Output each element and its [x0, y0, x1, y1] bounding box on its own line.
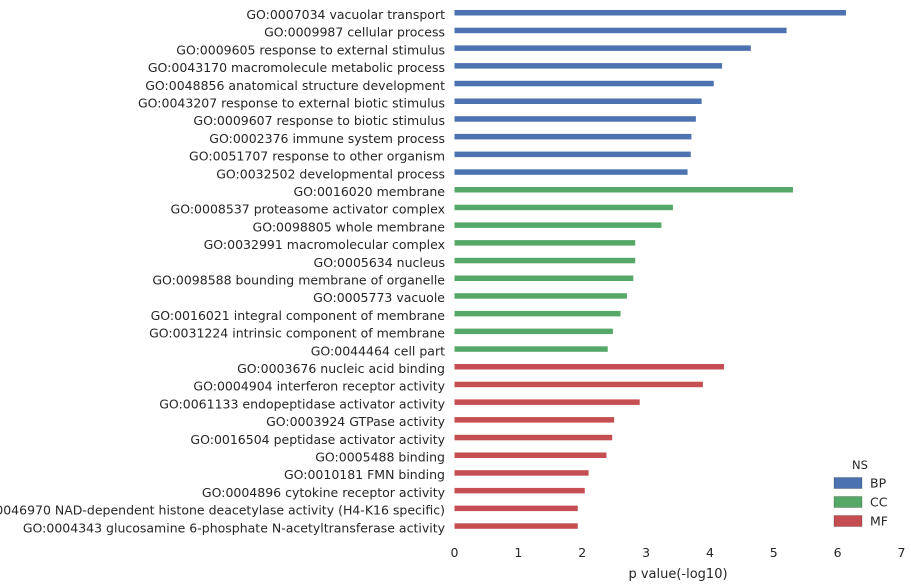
- legend-swatch-mf: [833, 515, 863, 527]
- bar-mf-27: [454, 487, 585, 494]
- category-label: GO:0007034 vacuolar transport: [246, 7, 445, 22]
- category-label: GO:0046970 NAD-dependent histone deacety…: [0, 503, 445, 518]
- bar-cc-16: [454, 293, 627, 299]
- bar-bp-7: [454, 133, 692, 140]
- category-label: GO:0005488 binding: [315, 450, 445, 465]
- bar-cc-11: [454, 204, 673, 211]
- bar-mf-28: [454, 505, 578, 512]
- bar-bp-6: [454, 116, 696, 122]
- category-label: GO:0016021 integral component of membran…: [151, 308, 446, 323]
- category-label: GO:0032502 developmental process: [216, 166, 445, 181]
- bar-bp-1: [454, 27, 787, 34]
- legend-swatch-bp: [833, 477, 863, 489]
- x-tick-label: 5: [770, 545, 778, 560]
- x-axis-label: p value(-log10): [628, 567, 727, 582]
- category-label: GO:0032991 macromolecular complex: [204, 237, 445, 252]
- bar-mf-21: [454, 381, 703, 388]
- bars-group: [454, 10, 846, 529]
- legend-title: NS: [852, 458, 868, 472]
- bar-mf-26: [454, 470, 589, 476]
- category-label: GO:0003924 GTPase activity: [266, 414, 446, 429]
- bar-bp-4: [454, 80, 714, 87]
- legend-label-cc: CC: [870, 495, 888, 510]
- bar-cc-13: [454, 240, 636, 246]
- x-tick-label: 4: [706, 545, 714, 560]
- category-label: GO:0051707 response to other organism: [189, 149, 445, 164]
- bar-bp-8: [454, 151, 691, 158]
- category-label: GO:0009987 cellular process: [264, 25, 445, 40]
- bar-mf-23: [454, 417, 615, 423]
- bar-bp-3: [454, 63, 723, 69]
- category-label: GO:0005634 nucleus: [314, 255, 445, 270]
- category-label: GO:0005773 vacuole: [313, 290, 445, 305]
- x-tick-label: 7: [898, 545, 906, 560]
- legend-swatch-cc: [833, 496, 863, 508]
- bar-bp-2: [454, 45, 751, 51]
- plot-area: GO:0007034 vacuolar transport GO:0009987 …: [0, 7, 905, 560]
- bar-cc-18: [454, 328, 613, 335]
- bar-mf-24: [454, 434, 613, 441]
- bar-cc-10: [454, 187, 793, 193]
- category-label: GO:0003676 nucleic acid binding: [237, 361, 445, 376]
- category-labels: GO:0007034 vacuolar transport GO:0009987 …: [0, 7, 446, 535]
- category-label: GO:0031224 intrinsic component of membra…: [149, 326, 445, 341]
- legend: NS BP CC MF: [833, 458, 888, 529]
- category-label: GO:0009605 response to external stimulus: [176, 42, 445, 57]
- x-tick-label: 3: [642, 545, 650, 560]
- bar-bp-5: [454, 98, 702, 104]
- category-label: GO:0044464 cell part: [311, 343, 445, 358]
- x-tick-label: 6: [834, 545, 842, 560]
- category-label: GO:0004343 glucosamine 6-phosphate N-ace…: [23, 520, 446, 535]
- category-label: GO:0098805 whole membrane: [253, 219, 446, 234]
- category-label: GO:0009607 response to biotic stimulus: [193, 113, 445, 128]
- category-label: GO:0061133 endopeptidase activator activ…: [159, 396, 445, 411]
- category-label: GO:0043207 response to external biotic s…: [138, 96, 445, 111]
- legend-label-bp: BP: [870, 476, 887, 491]
- bar-mf-25: [454, 452, 607, 458]
- bar-cc-12: [454, 222, 662, 228]
- category-label: GO:0002376 immune system process: [209, 131, 445, 146]
- legend-label-mf: MF: [870, 514, 888, 529]
- bar-cc-17: [454, 310, 621, 317]
- category-label: GO:0016020 membrane: [293, 184, 445, 199]
- x-tick-labels: 0 1 2 3 4 5 6 7: [451, 545, 906, 560]
- category-label: GO:0004896 cytokine receptor activity: [202, 485, 446, 500]
- bar-cc-14: [454, 257, 636, 264]
- bar-mf-29: [454, 523, 578, 529]
- x-tick-label: 2: [578, 545, 586, 560]
- bar-bp-9: [454, 169, 688, 175]
- category-label: GO:0043170 macromolecule metabolic proce…: [148, 60, 445, 75]
- bar-cc-19: [454, 346, 608, 352]
- category-label: GO:0098588 bounding membrane of organell…: [152, 273, 445, 288]
- x-tick-label: 0: [451, 545, 459, 560]
- category-label: GO:0008537 proteasome activator complex: [171, 202, 445, 217]
- x-tick-label: 1: [514, 545, 522, 560]
- category-label: GO:0004904 interferon receptor activity: [193, 379, 445, 394]
- bar-mf-20: [454, 364, 724, 370]
- bar-mf-22: [454, 399, 640, 405]
- bar-cc-15: [454, 275, 634, 281]
- category-label: GO:0010181 FMN binding: [284, 467, 445, 482]
- category-label: GO:0016504 peptidase activator activity: [190, 432, 445, 447]
- bar-bp-0: [454, 10, 846, 16]
- category-label: GO:0048856 anatomical structure developm…: [145, 78, 445, 93]
- legend-entries: BP CC MF: [833, 476, 888, 529]
